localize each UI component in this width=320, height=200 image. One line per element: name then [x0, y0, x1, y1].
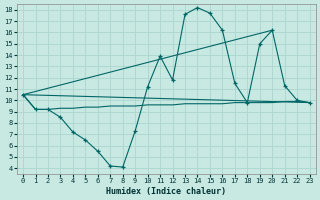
X-axis label: Humidex (Indice chaleur): Humidex (Indice chaleur): [106, 187, 226, 196]
